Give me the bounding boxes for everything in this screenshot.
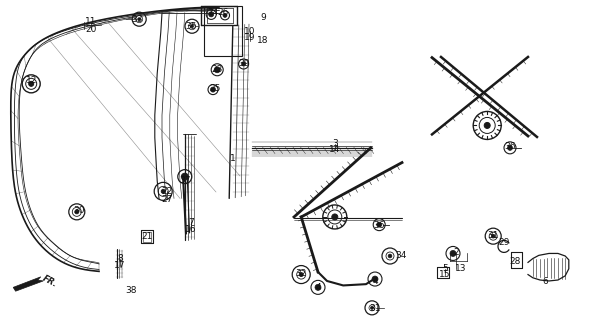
Text: 3: 3 — [332, 140, 338, 148]
Circle shape — [491, 234, 495, 238]
Bar — [204, 6, 242, 56]
Circle shape — [191, 25, 193, 28]
Text: 1: 1 — [230, 154, 236, 163]
Circle shape — [161, 189, 165, 193]
Text: 37: 37 — [179, 176, 191, 185]
Circle shape — [214, 67, 220, 73]
Text: 32: 32 — [296, 269, 307, 278]
Text: 9: 9 — [260, 13, 266, 22]
Text: 30: 30 — [73, 206, 85, 215]
Text: 19: 19 — [244, 33, 256, 42]
Text: 27: 27 — [161, 195, 172, 204]
Circle shape — [181, 173, 188, 180]
Text: 31: 31 — [487, 231, 499, 240]
Circle shape — [211, 87, 215, 92]
Text: 35: 35 — [185, 22, 197, 31]
Text: 22: 22 — [161, 187, 172, 196]
Circle shape — [136, 16, 143, 23]
Text: 39: 39 — [238, 59, 250, 68]
Text: FR.: FR. — [41, 273, 59, 289]
Text: 8: 8 — [117, 254, 123, 263]
Text: 11: 11 — [85, 17, 97, 26]
Text: 13: 13 — [455, 264, 467, 273]
Text: 23: 23 — [212, 65, 223, 74]
Text: 5: 5 — [442, 264, 448, 273]
Text: 16: 16 — [185, 225, 197, 234]
Circle shape — [508, 145, 512, 150]
Text: 4: 4 — [372, 277, 378, 286]
Circle shape — [332, 214, 338, 220]
Text: 24: 24 — [208, 8, 218, 17]
Circle shape — [209, 12, 214, 17]
Circle shape — [73, 207, 82, 216]
Text: 10: 10 — [244, 27, 256, 36]
Text: 14: 14 — [329, 145, 340, 154]
Text: 18: 18 — [257, 36, 269, 45]
Text: 28: 28 — [509, 257, 520, 266]
Text: 29: 29 — [499, 238, 509, 247]
Text: 36: 36 — [504, 142, 516, 151]
Circle shape — [29, 81, 34, 86]
Text: 38: 38 — [125, 286, 137, 295]
Text: 15: 15 — [439, 270, 451, 279]
Circle shape — [315, 284, 321, 290]
Polygon shape — [13, 277, 43, 291]
Text: 6: 6 — [542, 277, 548, 286]
Text: 21: 21 — [142, 232, 152, 241]
Circle shape — [296, 270, 306, 279]
Text: 36: 36 — [373, 221, 385, 230]
Text: 31: 31 — [369, 304, 381, 313]
Text: 12: 12 — [26, 76, 37, 85]
Text: 20: 20 — [86, 25, 97, 34]
Circle shape — [188, 23, 196, 30]
Text: 4: 4 — [315, 284, 321, 292]
Circle shape — [377, 222, 382, 227]
Text: 25: 25 — [209, 84, 220, 93]
Text: 34: 34 — [395, 251, 406, 260]
Circle shape — [299, 273, 303, 276]
Circle shape — [388, 254, 392, 258]
Circle shape — [223, 13, 227, 17]
Circle shape — [369, 305, 375, 311]
Circle shape — [484, 123, 490, 128]
Text: 7: 7 — [188, 218, 194, 227]
Circle shape — [372, 276, 378, 282]
Text: 2: 2 — [453, 248, 459, 257]
Circle shape — [450, 251, 456, 256]
Circle shape — [371, 306, 373, 309]
Text: 17: 17 — [114, 261, 126, 270]
Circle shape — [75, 210, 79, 214]
Text: 26: 26 — [218, 8, 229, 17]
Circle shape — [242, 62, 245, 66]
Text: 33: 33 — [131, 15, 143, 24]
Circle shape — [138, 18, 141, 21]
